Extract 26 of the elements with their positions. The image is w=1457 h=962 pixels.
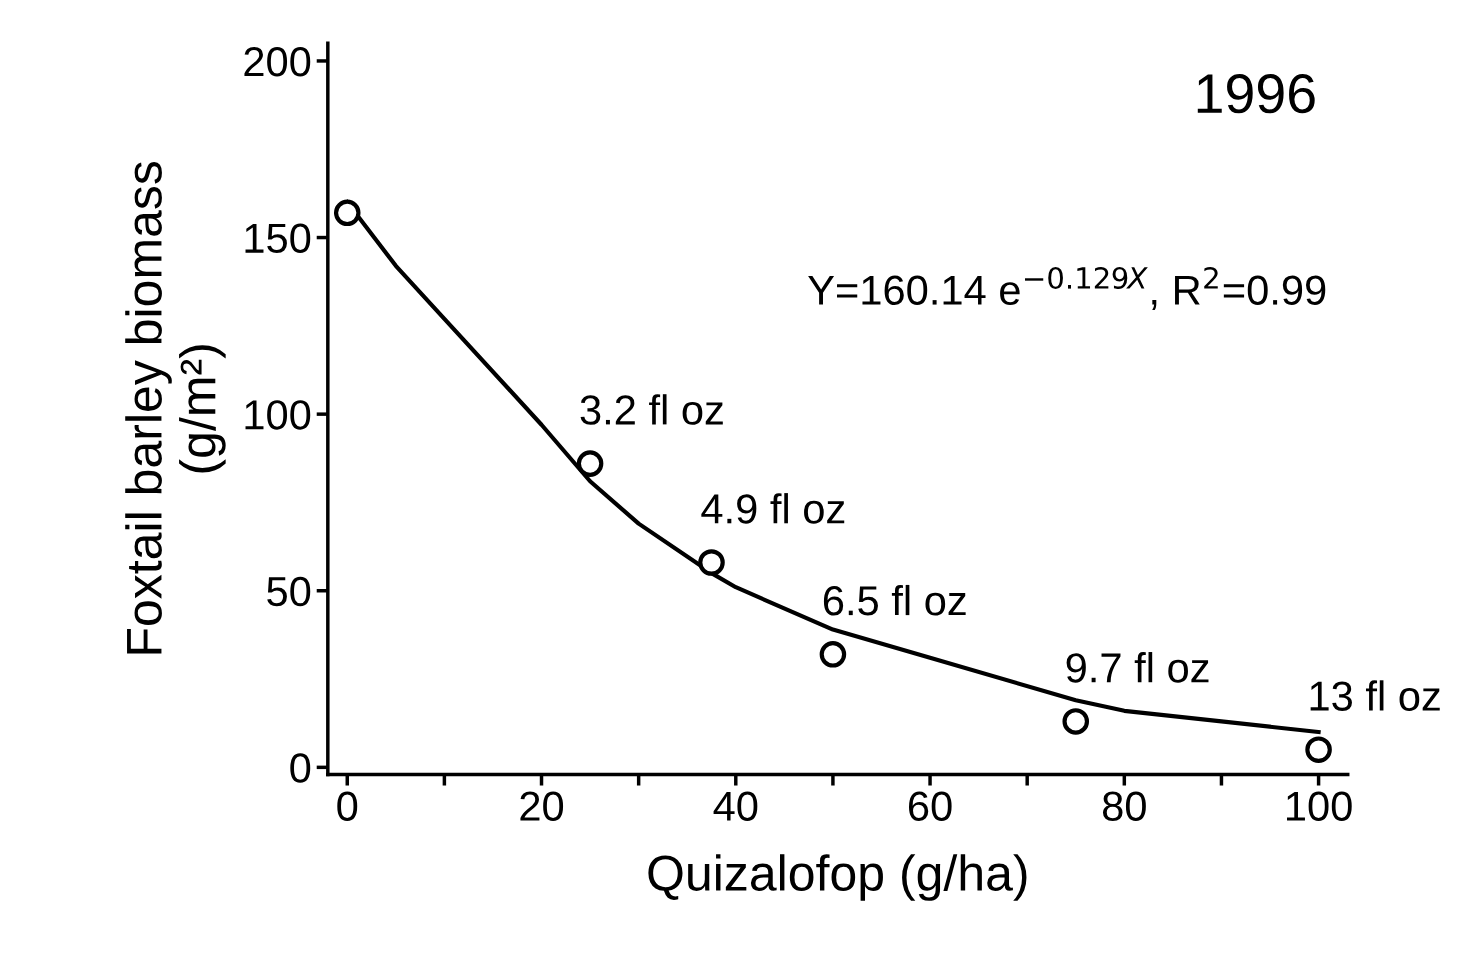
annotation: 6.5 fl oz (823, 584, 966, 616)
annotation: 4.9 fl oz (701, 493, 845, 524)
x-tick-label: 40 (713, 791, 758, 821)
annotation: Y=160.14 e$^{−0.129X}$, R$^{2}$=0.99 (808, 266, 1326, 310)
x-axis-title: Quizalofop (g/ha) (648, 854, 1027, 901)
annotation: 1996 (1197, 74, 1315, 114)
annotation: 13 fl oz (1310, 680, 1440, 711)
annotation: 3.2 fl oz (580, 394, 723, 425)
point (1305, 736, 1332, 763)
x-tick-label: 0 (337, 791, 358, 821)
y-tick-label: 200 (244, 46, 311, 77)
y-tick-label: 100 (245, 400, 311, 430)
point (576, 450, 604, 477)
x-tick-label: 100 (1287, 791, 1352, 821)
point (1062, 708, 1090, 735)
y-tick-label: 150 (245, 223, 311, 254)
x-tick-label: 80 (1102, 791, 1146, 821)
point (819, 641, 847, 668)
point (333, 199, 361, 227)
point (698, 549, 725, 576)
annotation: 9.7 fl oz (1066, 652, 1209, 683)
y-tick-label: 0 (290, 753, 311, 783)
x-tick-label: 60 (909, 791, 952, 821)
y-tick-label: 50 (267, 576, 311, 607)
y-axis-title: Foxtail barley biomass (g/m²) (125, 161, 226, 654)
x-tick-label: 20 (520, 791, 564, 821)
